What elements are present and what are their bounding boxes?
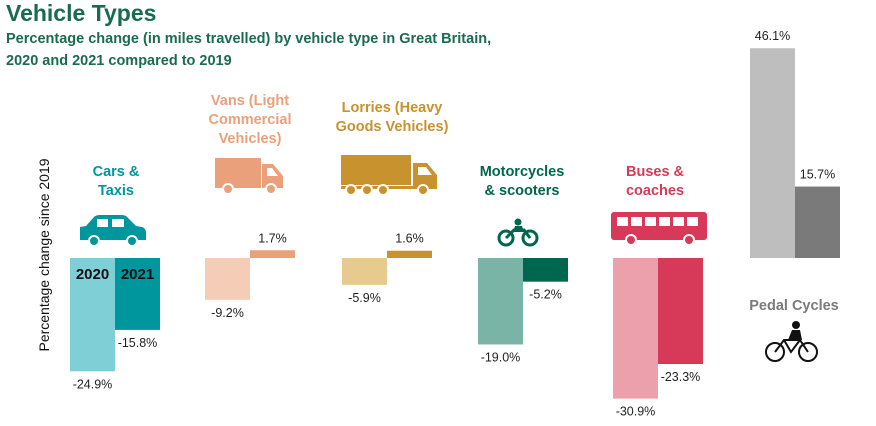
chart-title: Vehicle Types	[6, 0, 157, 26]
car-category-label: Cars &	[93, 164, 140, 180]
van-category-label: Commercial	[208, 112, 291, 128]
bicycle-icon	[765, 321, 818, 362]
year-label-2021: 2021	[121, 266, 154, 283]
motorcycle-bar-2020	[478, 258, 523, 345]
van-bar-2021	[250, 250, 295, 258]
van-value-label-2020: -9.2%	[211, 306, 244, 320]
motorcycle-icon	[497, 218, 539, 247]
car-category-label: Taxis	[98, 183, 134, 199]
motorcycle-value-label-2020: -19.0%	[481, 350, 521, 364]
van-category-label: Vans (Light	[211, 93, 289, 109]
bus-icon	[611, 212, 707, 246]
bus-bar-2021	[658, 258, 703, 365]
lorry-bar-2021	[387, 250, 432, 258]
van-bar-2020	[205, 258, 250, 300]
bicycle-category-label: Pedal Cycles	[749, 298, 838, 314]
car-value-label-2020: -24.9%	[73, 377, 113, 391]
lorry-category-label: Lorries (Heavy	[342, 100, 443, 116]
van-category-label: Vehicles)	[219, 131, 282, 147]
lorry-value-label-2020: -5.9%	[348, 291, 381, 305]
car-icon	[80, 215, 146, 247]
chart-subtitle-line-2: 2020 and 2021 compared to 2019	[6, 53, 232, 69]
bus-value-label-2021: -23.3%	[661, 370, 701, 384]
bus-category-label: Buses &	[626, 164, 685, 180]
bicycle-bar-2020	[750, 48, 795, 259]
bus-category-label: coaches	[626, 183, 684, 199]
lorry-bar-2020	[342, 258, 387, 285]
chart-subtitle-line-1: Percentage change (in miles travelled) b…	[6, 31, 492, 47]
car-bar-2020	[70, 258, 115, 372]
motorcycle-category-label: & scooters	[485, 183, 560, 199]
year-label-2020: 2020	[76, 266, 109, 283]
bicycle-value-label-2021: 15.7%	[800, 168, 835, 182]
motorcycle-bar-2021	[523, 258, 568, 282]
van-icon	[215, 158, 283, 195]
motorcycle-value-label-2021: -5.2%	[529, 288, 562, 302]
van-value-label-2021: 1.7%	[258, 231, 287, 245]
bus-bar-2020	[613, 258, 658, 399]
bus-value-label-2020: -30.9%	[616, 405, 656, 419]
lorry-category-label: Goods Vehicles)	[336, 119, 449, 135]
car-bar-2021	[115, 258, 160, 330]
y-axis-label: Percentage change since 2019	[36, 158, 52, 351]
bicycle-value-label-2020: 46.1%	[755, 29, 790, 43]
car-value-label-2021: -15.8%	[118, 336, 158, 350]
motorcycle-category-label: Motorcycles	[480, 164, 565, 180]
lorry-icon	[341, 155, 437, 196]
bicycle-bar-2021	[795, 186, 840, 258]
lorry-value-label-2021: 1.6%	[395, 232, 424, 246]
